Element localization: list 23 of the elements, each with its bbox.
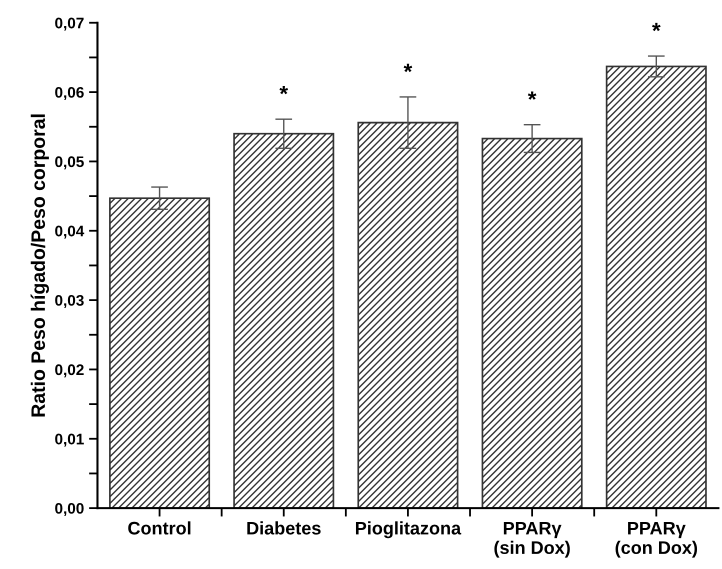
bar [233, 132, 334, 508]
bar [606, 66, 707, 508]
annotation: * [528, 92, 536, 100]
bar [482, 138, 583, 508]
y-tick-label: 0,04 [55, 226, 84, 239]
y-tick-label: 0,06 [55, 86, 84, 100]
x-tick-label: PPARγ (sin Dox) [494, 522, 570, 558]
annotation: * [652, 22, 661, 32]
y-axis-title: Ratio Peso hígado/Peso corporal [30, 114, 49, 416]
bar [357, 122, 458, 508]
y-tick-label: 0,01 [55, 434, 84, 447]
x-tick-label: PPARγ (con Dox) [616, 522, 698, 558]
y-tick-label: 0,02 [55, 364, 84, 378]
y-tick-label: 0,05 [55, 156, 84, 170]
x-tick-label: Control [128, 521, 190, 535]
x-tick-label: Pioglitazona [356, 521, 462, 538]
x-tick-label: Diabetes [247, 521, 321, 535]
bar [109, 197, 210, 508]
y-tick-label: 0,03 [55, 294, 84, 308]
annotation: * [279, 86, 288, 94]
y-tick-label: 0,07 [55, 18, 84, 31]
y-tick-label: 0,00 [55, 502, 84, 516]
annotation: * [404, 64, 412, 72]
